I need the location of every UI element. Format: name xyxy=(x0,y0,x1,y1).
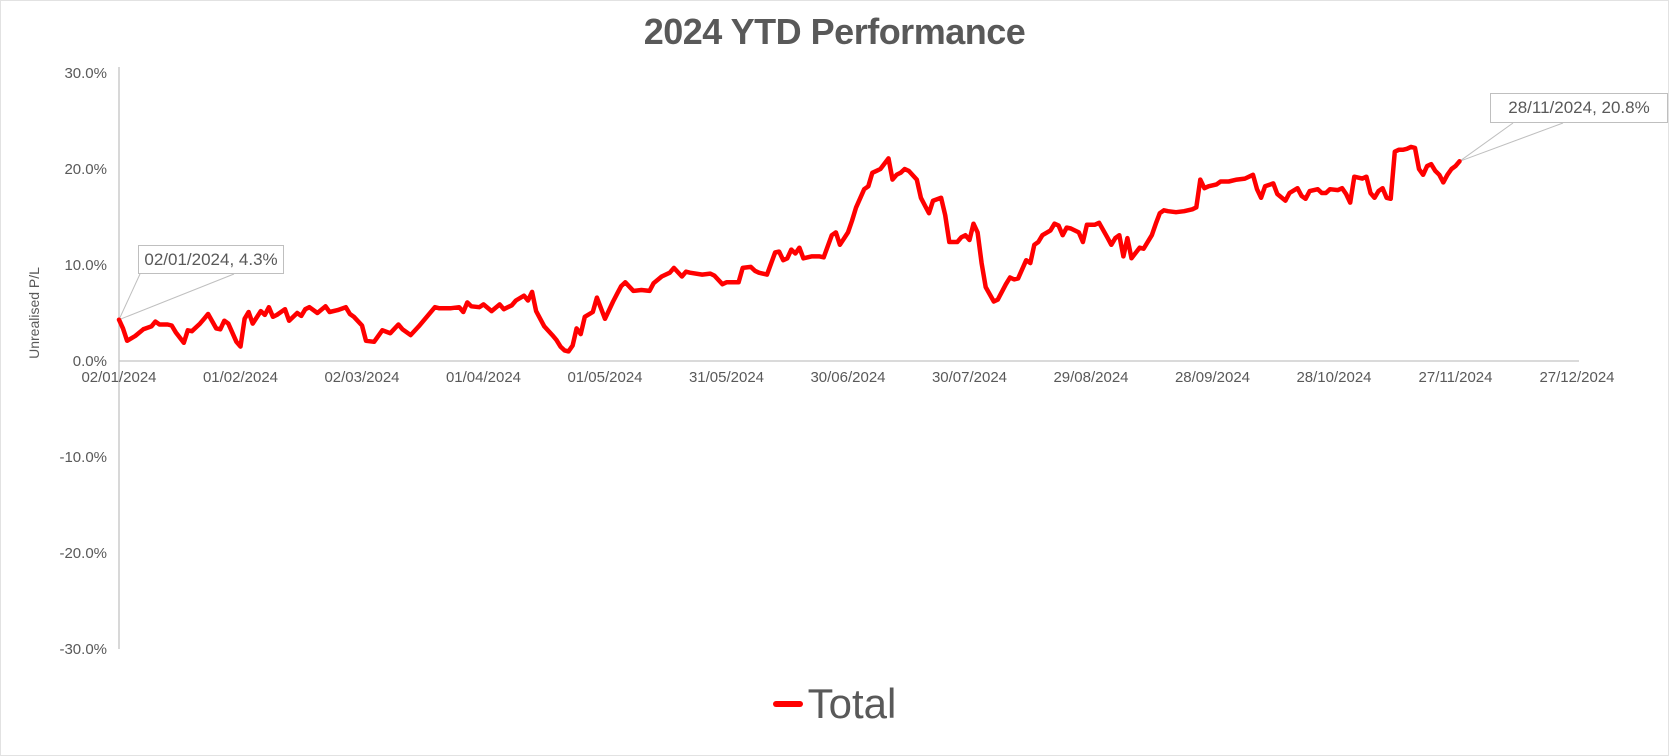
x-tick-label: 30/07/2024 xyxy=(932,369,1007,386)
series-line-total xyxy=(116,144,1462,354)
y-tick-label: 30.0% xyxy=(64,65,107,82)
annotation-leader-line xyxy=(1459,122,1564,162)
y-tick-label: 10.0% xyxy=(64,257,107,274)
annotation-callout-end: 28/11/2024, 20.8% xyxy=(1490,93,1668,123)
chart-title: 2024 YTD Performance xyxy=(643,11,1026,52)
x-tick-label: 28/09/2024 xyxy=(1175,369,1250,386)
legend-label: Total xyxy=(807,680,897,727)
x-tick-label: 31/05/2024 xyxy=(689,369,764,386)
x-tick-label: 28/10/2024 xyxy=(1296,369,1371,386)
x-tick-label: 27/12/2024 xyxy=(1539,369,1614,386)
x-tick-label: 30/06/2024 xyxy=(810,369,885,386)
x-tick-label: 01/02/2024 xyxy=(203,369,278,386)
y-tick-label: 0.0% xyxy=(73,353,107,370)
x-tick-label: 01/04/2024 xyxy=(446,369,521,386)
x-tick-label: 01/05/2024 xyxy=(567,369,642,386)
x-tick-label: 02/01/2024 xyxy=(81,369,156,386)
legend-line-swatch xyxy=(772,701,803,707)
x-tick-label: 02/03/2024 xyxy=(324,369,399,386)
y-axis-title: Unrealised P/L xyxy=(26,267,42,359)
legend: Total xyxy=(1,683,1668,725)
annotation-leader-line xyxy=(1459,122,1514,162)
annotation-leader-line xyxy=(118,273,235,321)
y-tick-label: -30.0% xyxy=(59,641,107,658)
annotation-leader-line xyxy=(118,273,141,320)
y-tick-label: -10.0% xyxy=(59,449,107,466)
y-tick-label: 20.0% xyxy=(64,161,107,178)
annotation-callout-start: 02/01/2024, 4.3% xyxy=(138,245,284,274)
y-tick-label: -20.0% xyxy=(59,545,107,562)
x-tick-label: 29/08/2024 xyxy=(1053,369,1128,386)
x-tick-label: 27/11/2024 xyxy=(1419,369,1493,386)
